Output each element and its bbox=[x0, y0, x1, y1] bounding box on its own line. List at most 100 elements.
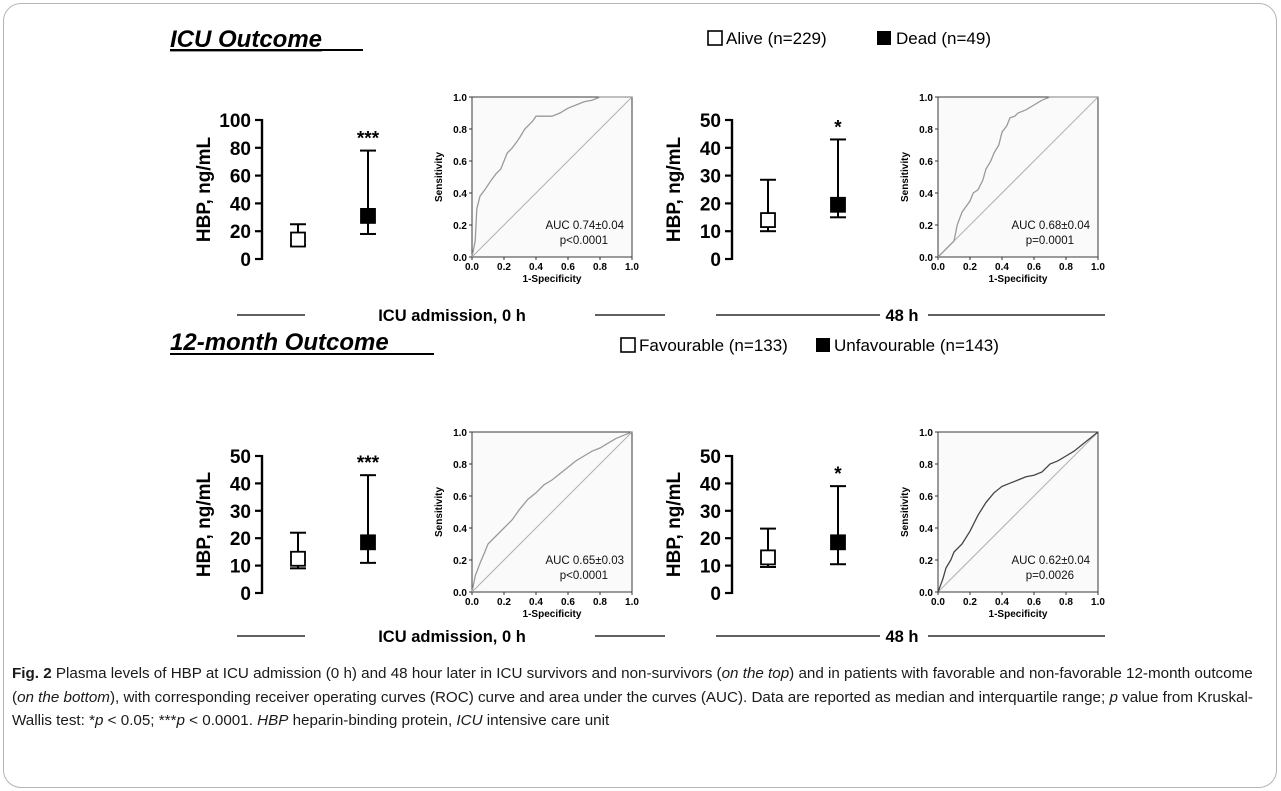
median-marker bbox=[830, 196, 846, 213]
figure-frame bbox=[3, 3, 1277, 788]
reference-diagonal bbox=[471, 431, 633, 593]
x-axis-label: 1-Specificity bbox=[989, 609, 1048, 620]
roc-plot: 0.0 0.2 0.4 0.6 0.8 1.0 0.0 0.2 0.4 0.6 0.8 1.0 1-Sp… bbox=[434, 93, 639, 285]
y-tick-label: 0.8 bbox=[919, 125, 933, 136]
y-tick-label: 0.0 bbox=[919, 253, 933, 264]
y-tick-label: 10 bbox=[700, 557, 721, 578]
section-title-icu-outcome: ICU Outcome bbox=[170, 26, 322, 53]
median-marker bbox=[360, 534, 376, 551]
y-tick-label: 30 bbox=[700, 167, 721, 188]
y-tick-label: 20 bbox=[700, 194, 721, 215]
y-tick-label: 0.2 bbox=[453, 556, 467, 567]
y-tick-label: 10 bbox=[700, 222, 721, 243]
x-tick-label: 0.0 bbox=[931, 262, 945, 273]
y-tick-label: 0.6 bbox=[453, 157, 467, 168]
y-tick-label: 0.8 bbox=[453, 125, 467, 136]
x-tick-label: 0.2 bbox=[963, 262, 977, 273]
y-tick-label: 20 bbox=[230, 222, 251, 243]
y-tick-label: 0.0 bbox=[453, 588, 467, 599]
y-tick-label: 80 bbox=[230, 139, 251, 160]
x-tick-label: 0.0 bbox=[931, 597, 945, 608]
legend-swatch-unfavourable bbox=[816, 338, 830, 352]
reference-diagonal bbox=[937, 431, 1099, 593]
auc-annotation: AUC 0.62±0.04 bbox=[1011, 555, 1090, 567]
x-tick-label: 0.2 bbox=[963, 597, 977, 608]
y-tick-label: 0.8 bbox=[453, 460, 467, 471]
caption-segment: HBP bbox=[257, 712, 289, 729]
median-iqr-plot: 0 10 20 30 40 50 HBP, ng/mL * bbox=[664, 447, 846, 605]
median-iqr-plot: 0 10 20 30 40 50 HBP, ng/mL * bbox=[664, 111, 846, 271]
y-tick-label: 0 bbox=[240, 584, 251, 605]
y-tick-label: 40 bbox=[230, 194, 251, 215]
y-axis-label: Sensitivity bbox=[900, 152, 911, 202]
y-axis-label: HBP, ng/mL bbox=[664, 472, 685, 578]
roc-curve bbox=[471, 96, 632, 258]
x-tick-label: 0.8 bbox=[593, 262, 607, 273]
x-tick-label: 0.6 bbox=[561, 597, 575, 608]
caption-segment: p bbox=[1109, 688, 1118, 706]
median-marker bbox=[760, 212, 776, 228]
y-tick-label: 10 bbox=[230, 557, 251, 578]
significance-label: *** bbox=[357, 453, 380, 474]
median-marker bbox=[830, 534, 846, 551]
y-tick-label: 0.4 bbox=[453, 189, 467, 200]
x-tick-label: 0.4 bbox=[995, 597, 1009, 608]
x-tick-label: 0.4 bbox=[995, 262, 1009, 273]
y-tick-label: 0.2 bbox=[919, 221, 933, 232]
y-tick-label: 1.0 bbox=[919, 93, 933, 104]
caption-segment: ), with corresponding receiver operating… bbox=[109, 688, 1110, 706]
legend-swatch-alive bbox=[707, 30, 723, 46]
reference-diagonal bbox=[937, 96, 1099, 258]
median-iqr-plot: 0 10 20 30 40 50 HBP, ng/mL *** bbox=[194, 447, 380, 605]
y-tick-label: 30 bbox=[230, 502, 251, 523]
x-tick-label: 0.4 bbox=[529, 262, 543, 273]
x-tick-label: 1.0 bbox=[625, 262, 639, 273]
y-tick-label: 0.4 bbox=[919, 524, 933, 535]
y-tick-label: 30 bbox=[700, 502, 721, 523]
figure-canvas: ICU Outcome Alive (n=229) Dead (n=49) 12… bbox=[170, 26, 1105, 646]
x-axis-label: 1-Specificity bbox=[989, 274, 1048, 285]
x-tick-label: 0.0 bbox=[465, 597, 479, 608]
caption-segment: ) and in patients with favorable and non… bbox=[12, 665, 1253, 706]
caption-segment: ICU bbox=[456, 712, 483, 729]
x-tick-label: 0.2 bbox=[497, 262, 511, 273]
timepoint-label: ICU admission, 0 h bbox=[378, 307, 526, 325]
caption-segment: intensive care unit bbox=[482, 712, 610, 729]
y-tick-label: 50 bbox=[700, 111, 721, 132]
x-tick-label: 1.0 bbox=[1091, 597, 1105, 608]
timepoint-label: 48 h bbox=[885, 628, 918, 646]
x-axis-label: 1-Specificity bbox=[523, 609, 582, 620]
y-axis-label: Sensitivity bbox=[434, 487, 445, 537]
roc-curve bbox=[937, 96, 1098, 258]
timepoint-label: ICU admission, 0 h bbox=[378, 628, 526, 646]
median-marker bbox=[290, 550, 306, 567]
caption-segment: < 0.0001. bbox=[184, 712, 258, 729]
timepoint-label: 48 h bbox=[885, 307, 918, 325]
p-value-annotation: p=0.0026 bbox=[1026, 570, 1074, 582]
y-tick-label: 0.4 bbox=[453, 524, 467, 535]
y-tick-label: 50 bbox=[230, 447, 251, 468]
x-tick-label: 0.8 bbox=[1059, 262, 1073, 273]
auc-annotation: AUC 0.74±0.04 bbox=[545, 220, 624, 232]
roc-plot: 0.0 0.2 0.4 0.6 0.8 1.0 0.0 0.2 0.4 0.6 0.8 1.0 1-Sp… bbox=[900, 428, 1105, 620]
legend-label-alive: Alive (n=229) bbox=[726, 29, 827, 48]
x-tick-label: 0.2 bbox=[497, 597, 511, 608]
caption-segment: Plasma levels of HBP at ICU admission (0… bbox=[51, 665, 722, 682]
x-tick-label: 0.0 bbox=[465, 262, 479, 273]
auc-annotation: AUC 0.68±0.04 bbox=[1011, 220, 1090, 232]
y-tick-label: 20 bbox=[230, 529, 251, 550]
roc-curve bbox=[937, 431, 1099, 593]
significance-label: * bbox=[834, 117, 842, 138]
caption-segment: heparin-binding protein, bbox=[288, 712, 457, 729]
legend-label-dead: Dead (n=49) bbox=[896, 29, 991, 48]
auc-annotation: AUC 0.65±0.03 bbox=[545, 555, 624, 567]
y-tick-label: 0 bbox=[710, 250, 721, 271]
y-tick-label: 0.2 bbox=[919, 556, 933, 567]
legend-label-favourable: Favourable (n=133) bbox=[639, 336, 788, 355]
significance-label: *** bbox=[357, 129, 380, 150]
y-tick-label: 100 bbox=[219, 111, 251, 132]
y-tick-label: 0.6 bbox=[919, 492, 933, 503]
y-tick-label: 40 bbox=[700, 139, 721, 160]
